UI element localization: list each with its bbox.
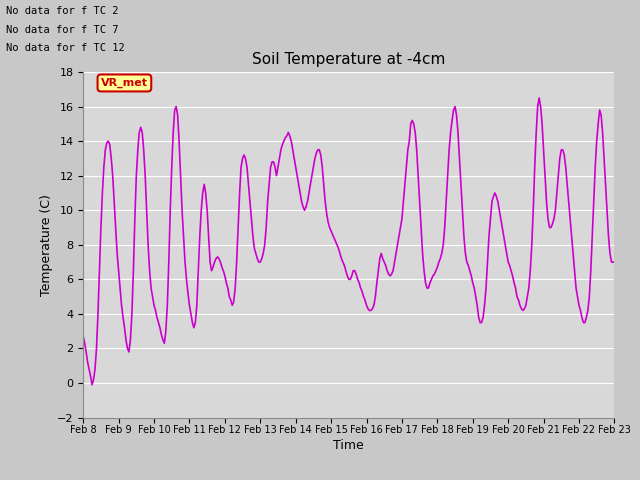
Text: No data for f TC 7: No data for f TC 7	[6, 24, 119, 35]
Title: Soil Temperature at -4cm: Soil Temperature at -4cm	[252, 52, 445, 67]
X-axis label: Time: Time	[333, 439, 364, 453]
Text: No data for f TC 2: No data for f TC 2	[6, 6, 119, 16]
Text: No data for f TC 12: No data for f TC 12	[6, 43, 125, 53]
Y-axis label: Temperature (C): Temperature (C)	[40, 194, 53, 296]
Text: VR_met: VR_met	[101, 78, 148, 88]
